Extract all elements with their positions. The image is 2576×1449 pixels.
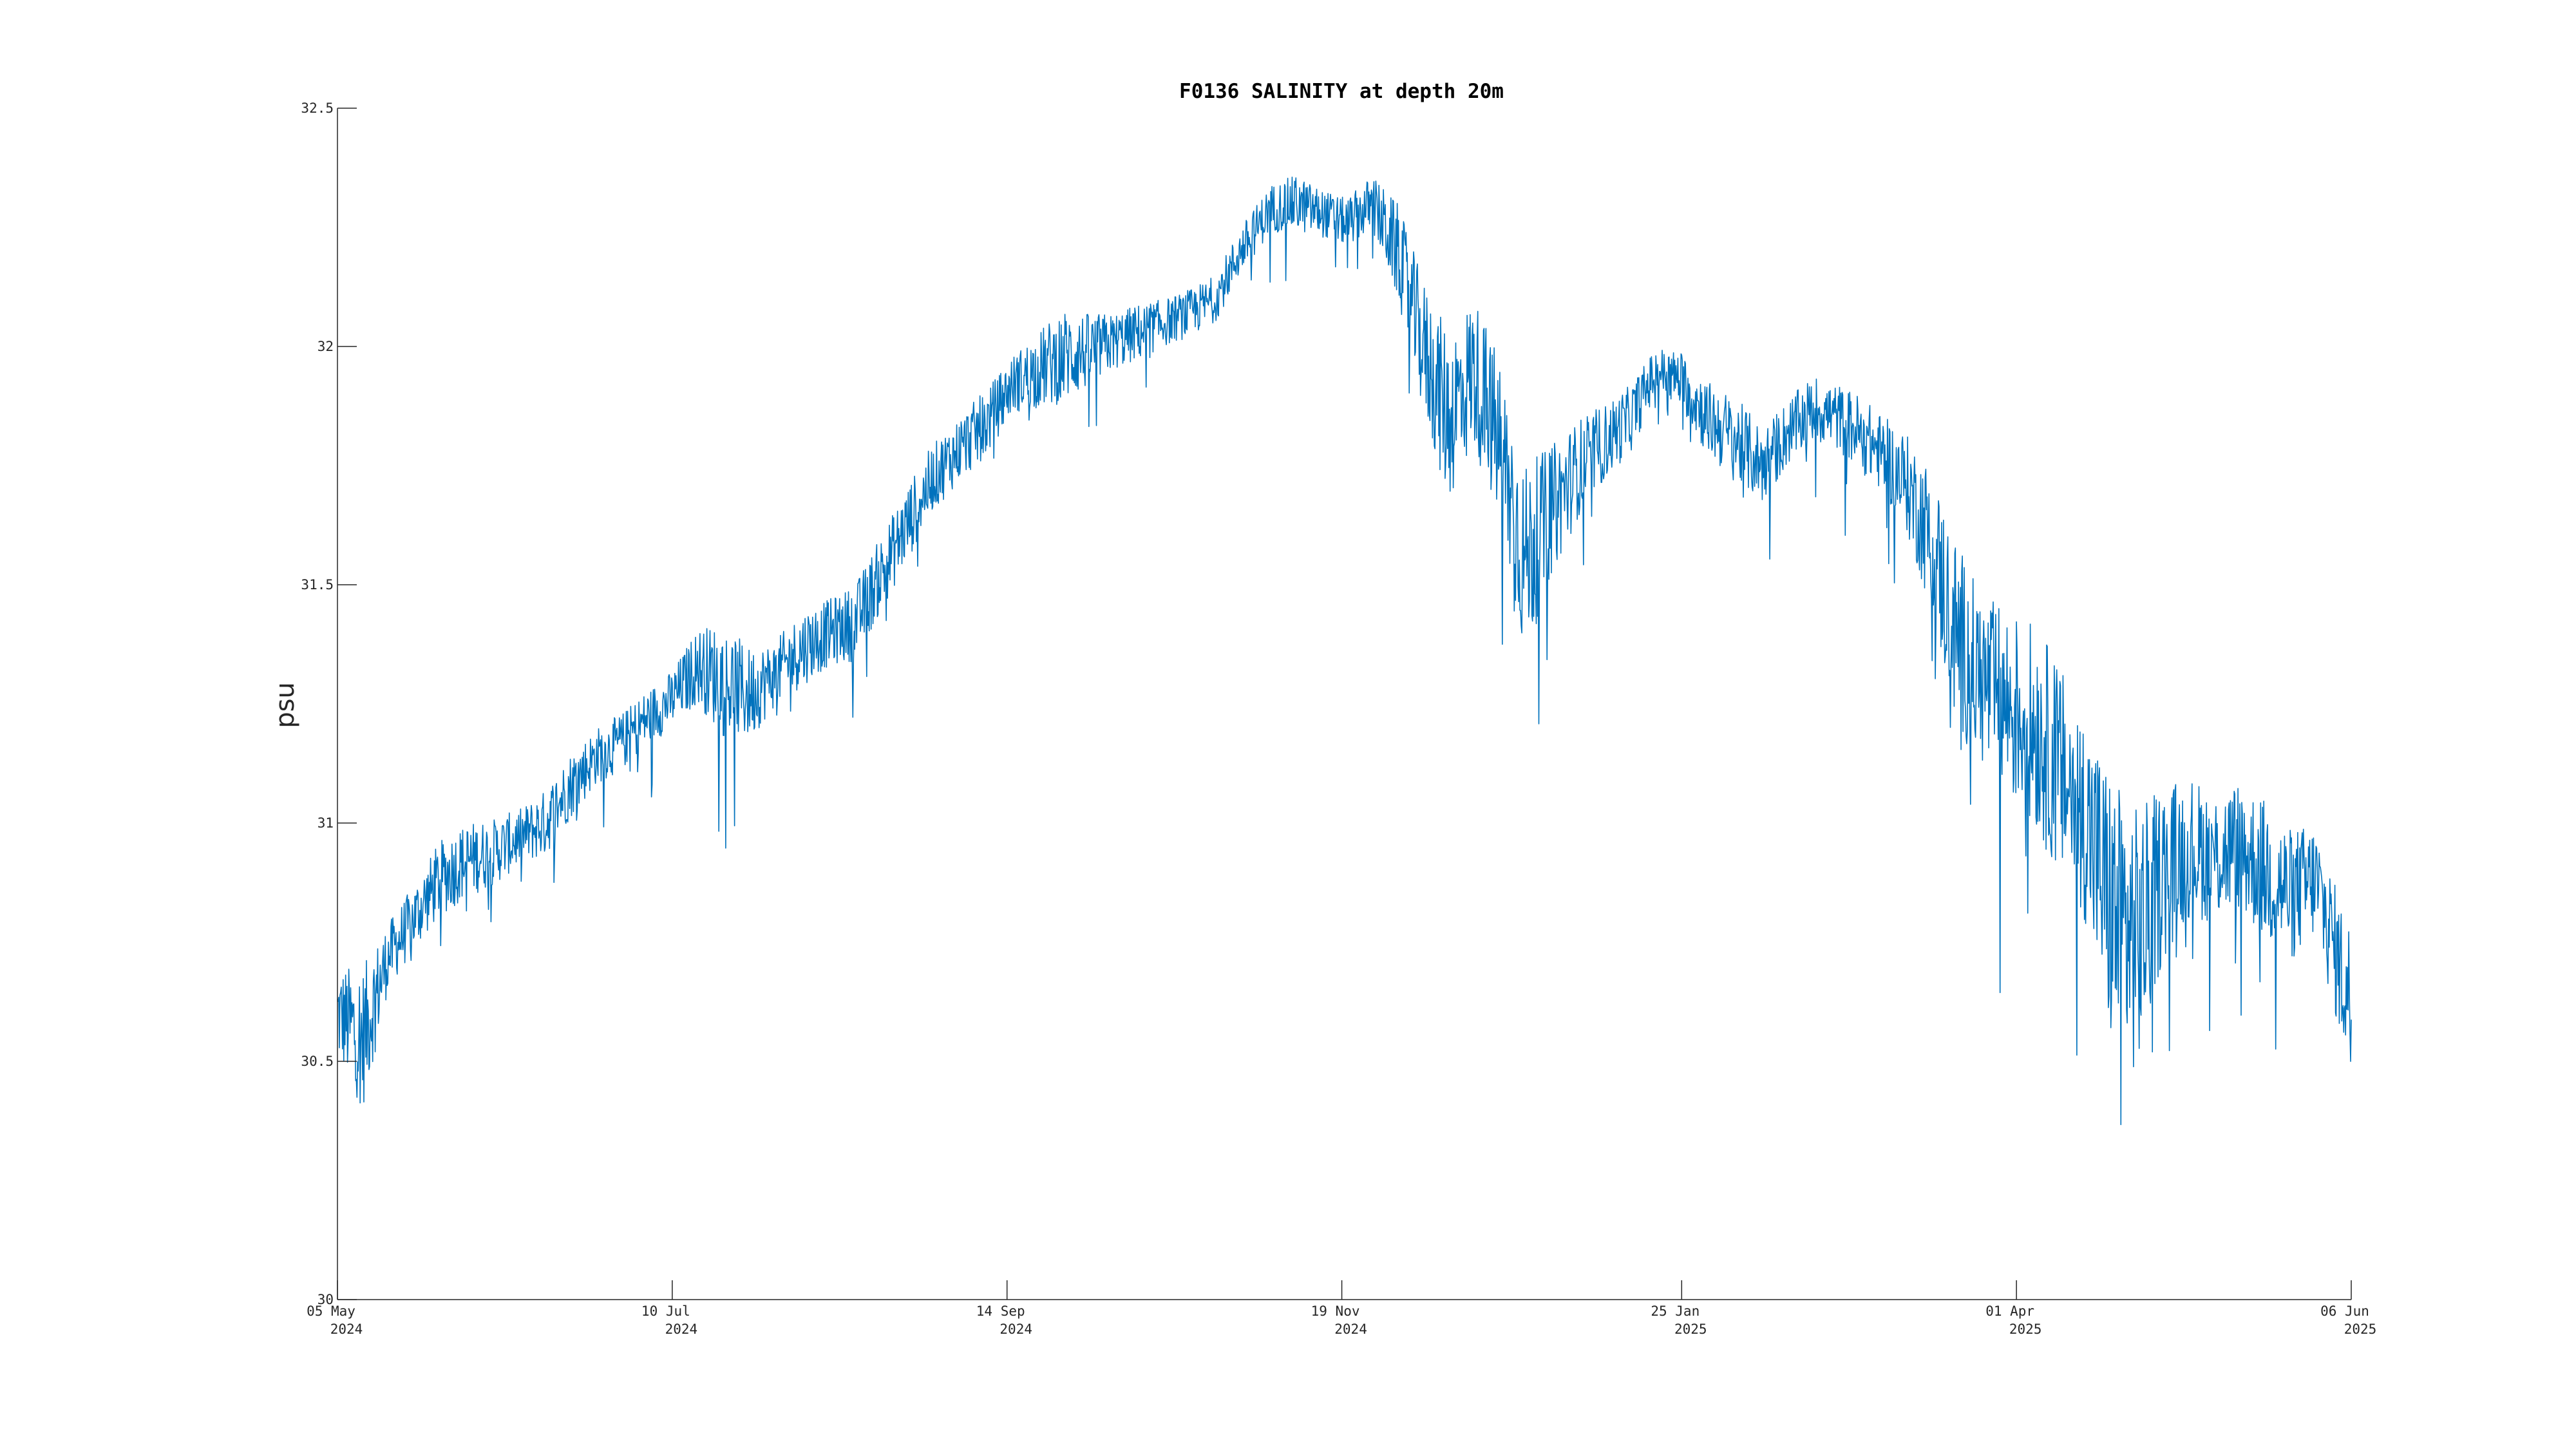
y-tick-label: 30: [317, 1292, 334, 1307]
y-tick-label: 30.5: [301, 1054, 334, 1069]
x-tick-label: 06 Jun: [2320, 1303, 2369, 1319]
y-tick-label: 32.5: [301, 100, 334, 116]
salinity-series-line: [337, 176, 2352, 1126]
series-layer: [337, 176, 2352, 1126]
x-tick-year-label: 2025: [2009, 1321, 2042, 1337]
x-tick-label: 01 Apr: [1985, 1303, 2034, 1319]
x-tick-label: 05 May: [307, 1303, 355, 1319]
y-tick-label: 31.5: [301, 577, 334, 592]
chart-title: F0136 SALINITY at depth 20m: [1179, 80, 1504, 103]
x-tick-year-label: 2025: [2344, 1321, 2377, 1337]
axes-layer: 30 30.5 31 31.5 32 32.5 05 May 2024 10 Jul 2024 14…: [301, 100, 2376, 1337]
x-tick-label: 10 Jul: [641, 1303, 690, 1319]
x-tick-label: 19 Nov: [1311, 1303, 1360, 1319]
y-tick-label: 32: [317, 339, 334, 354]
x-tick-year-label: 2024: [1334, 1321, 1367, 1337]
x-tick-year-label: 2024: [665, 1321, 698, 1337]
y-tick-label: 31: [317, 815, 334, 831]
x-tick-label: 14 Sep: [976, 1303, 1025, 1319]
x-tick-label: 25 Jan: [1651, 1303, 1700, 1319]
x-tick-year-label: 2025: [1674, 1321, 1707, 1337]
y-axis-label: psu: [270, 682, 300, 728]
x-tick-year-label: 2024: [999, 1321, 1032, 1337]
x-tick-year-label: 2024: [330, 1321, 363, 1337]
